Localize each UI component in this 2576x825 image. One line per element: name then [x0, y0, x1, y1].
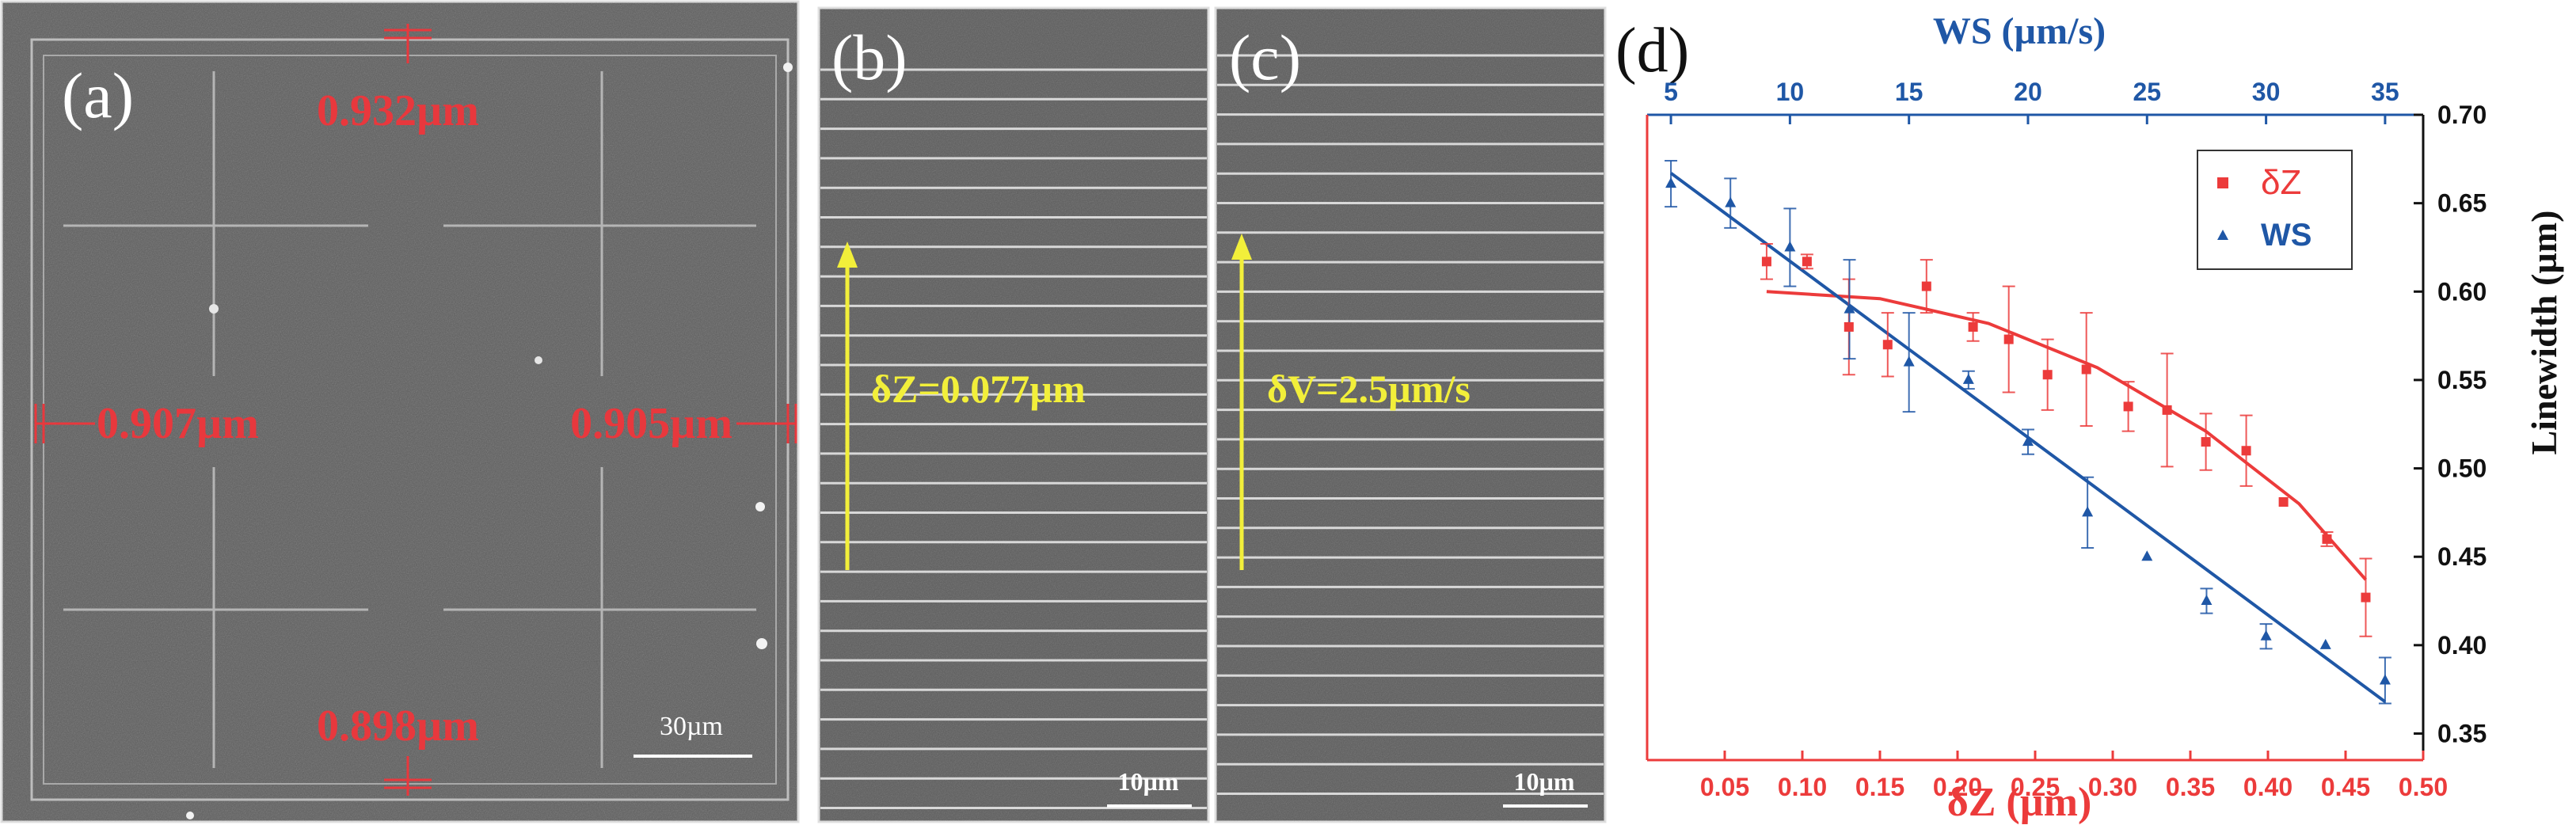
right-axis-title: Linewidth (µm) [2524, 211, 2564, 455]
data-point-dz [1761, 257, 1771, 267]
x-tick-label: 0.50 [2399, 773, 2448, 801]
line-array-b [820, 68, 1207, 809]
data-point-ws [1665, 177, 1677, 188]
arrow-text-c: δV=2.5µm/s [1267, 367, 1471, 411]
data-point-dz [1882, 340, 1893, 350]
chart-error-bars [1665, 160, 2391, 705]
data-point-dz [2123, 401, 2133, 412]
scale-label-a: 30µm [660, 712, 723, 741]
x2-tick-label: 30 [2252, 78, 2281, 106]
data-point-ws [2379, 674, 2391, 685]
legend-box [2197, 150, 2353, 270]
y-tick-label: 0.50 [2437, 454, 2487, 483]
measurement-right: 0.905µm [570, 399, 732, 448]
data-point-ws [2260, 629, 2272, 641]
panel-c: (c) δV=2.5µm/s 10µm [1214, 6, 1607, 823]
data-point-dz [2361, 592, 2371, 603]
data-point-dz [2201, 437, 2211, 447]
measure-marker-left [34, 404, 95, 443]
measurement-bottom: 0.898µm [317, 701, 479, 751]
bottom-axis-title: δZ (µm) [1947, 780, 2092, 825]
data-point-ws [1903, 355, 1915, 367]
x-tick-label: 0.15 [1855, 773, 1904, 801]
chart-panel-d: (d) WS (µm/s) δZ (µm) Linewidth (µm) 0.0… [1615, 10, 2564, 825]
y-tick-label: 0.40 [2437, 631, 2487, 660]
data-point-ws [2319, 638, 2331, 649]
y-tick-label: 0.55 [2437, 366, 2487, 394]
data-point-ws [1784, 241, 1796, 252]
data-point-ws [1725, 196, 1737, 207]
arrow-head-c [1231, 234, 1252, 260]
measure-marker-top [384, 24, 432, 63]
data-point-dz [2162, 405, 2172, 415]
x-tick-label: 0.40 [2243, 773, 2293, 801]
legend-marker-ws [2217, 230, 2228, 240]
data-point-ws [2022, 435, 2034, 447]
x2-tick-label: 15 [1895, 78, 1923, 106]
x-tick-label: 0.35 [2166, 773, 2215, 801]
legend-label-ws: WS [2261, 218, 2312, 253]
panel-b-label: (b) [831, 21, 907, 93]
y-tick-label: 0.35 [2437, 720, 2487, 748]
data-point-dz [1844, 321, 1854, 332]
data-point-dz [2322, 534, 2332, 544]
x2-tick-label: 20 [2014, 78, 2042, 106]
scale-label-c: 10µm [1513, 767, 1574, 796]
x-tick-label: 0.45 [2321, 773, 2370, 801]
data-point-dz [2241, 446, 2251, 456]
data-point-ws [1962, 373, 1974, 384]
data-point-dz [1968, 321, 1978, 332]
data-point-ws [2201, 595, 2213, 606]
data-point-dz [2278, 497, 2289, 507]
y-tick-label: 0.60 [2437, 277, 2487, 306]
y-tick-label: 0.65 [2437, 189, 2487, 218]
x-tick-label: 0.10 [1778, 773, 1827, 801]
data-point-dz [1921, 281, 1931, 291]
data-point-dz [2003, 334, 2014, 344]
panel-d-label: (d) [1615, 16, 1689, 86]
data-point-ws [2141, 550, 2153, 561]
line-array-c [1217, 54, 1604, 795]
measurement-left: 0.907µm [97, 399, 259, 448]
x2-tick-label: 5 [1664, 78, 1678, 106]
data-point-ws [1844, 302, 1855, 314]
scale-label-b: 10µm [1117, 767, 1178, 796]
x-tick-label: 0.25 [2011, 773, 2060, 801]
y-tick-label: 0.70 [2437, 101, 2487, 129]
x2-tick-label: 25 [2133, 78, 2161, 106]
data-point-dz [1802, 257, 1812, 267]
x2-tick-label: 35 [2371, 78, 2399, 106]
panel-a-label: (a) [62, 59, 134, 131]
measure-marker-bottom [384, 756, 432, 796]
arrow-text-b: δZ=0.077µm [871, 367, 1086, 411]
legend-marker-dz [2217, 177, 2228, 188]
data-point-dz [2081, 364, 2091, 374]
fit-line-dz [1766, 290, 2368, 581]
panel-a: (a) 0.932µm 0.907µm 0.905µm 0.898µm 30µm [0, 0, 800, 823]
panel-c-label: (c) [1229, 21, 1301, 93]
y-tick-label: 0.45 [2437, 542, 2487, 571]
top-axis-title: WS (µm/s) [1933, 10, 2106, 52]
data-point-dz [2042, 370, 2053, 380]
x-tick-label: 0.20 [1933, 773, 1982, 801]
data-point-ws [2082, 506, 2094, 517]
chart-ticks: 0.05 0.10 0.15 0.20 0.25 0.30 0.35 0.40 0.45 0.50… [1664, 78, 2487, 801]
panel-b: (b) δZ=0.077µm 10µm [817, 6, 1210, 823]
arrow-head-b [837, 241, 858, 268]
x2-tick-label: 10 [1776, 78, 1805, 106]
x-tick-label: 0.30 [2088, 773, 2137, 801]
chart-points [1665, 177, 2391, 685]
x-tick-label: 0.05 [1700, 773, 1749, 801]
legend-label-dz: δZ [2261, 163, 2301, 202]
measure-marker-right [736, 404, 797, 443]
measurement-top: 0.932µm [317, 86, 479, 135]
